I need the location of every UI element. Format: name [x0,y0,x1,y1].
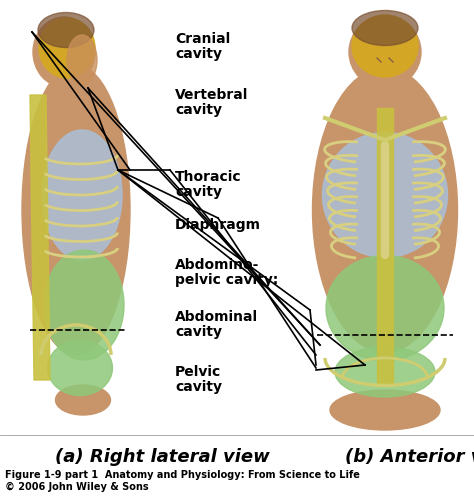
Text: Abdomino-
pelvic cavity:: Abdomino- pelvic cavity: [175,258,278,287]
Ellipse shape [55,385,110,415]
Polygon shape [377,108,393,385]
Text: (a) Right lateral view: (a) Right lateral view [55,448,270,466]
Ellipse shape [330,390,440,430]
Text: Thoracic
cavity: Thoracic cavity [175,170,242,199]
Ellipse shape [312,67,457,353]
Text: Abdominal
cavity: Abdominal cavity [175,310,258,339]
Ellipse shape [349,16,421,88]
Ellipse shape [22,65,130,355]
Ellipse shape [352,15,418,77]
Ellipse shape [326,256,444,361]
Ellipse shape [67,35,97,85]
Ellipse shape [352,11,418,45]
Ellipse shape [42,130,122,260]
Text: Diaphragm: Diaphragm [175,218,261,232]
Text: © 2006 John Wiley & Sons: © 2006 John Wiley & Sons [5,482,149,492]
Polygon shape [30,95,50,380]
Text: (b) Anterior view: (b) Anterior view [345,448,474,466]
Text: Figure 1-9 part 1  Anatomy and Physiology: From Science to Life: Figure 1-9 part 1 Anatomy and Physiology… [5,470,360,480]
Ellipse shape [39,18,95,78]
Text: Vertebral
cavity: Vertebral cavity [175,88,248,117]
Ellipse shape [47,341,112,395]
Ellipse shape [335,347,435,397]
FancyBboxPatch shape [366,79,404,117]
Text: Pelvic
cavity: Pelvic cavity [175,365,222,394]
Text: Cranial
cavity: Cranial cavity [175,32,230,61]
Ellipse shape [38,13,94,47]
Ellipse shape [322,132,447,258]
FancyBboxPatch shape [57,79,85,120]
Ellipse shape [33,17,95,87]
Ellipse shape [44,250,124,360]
